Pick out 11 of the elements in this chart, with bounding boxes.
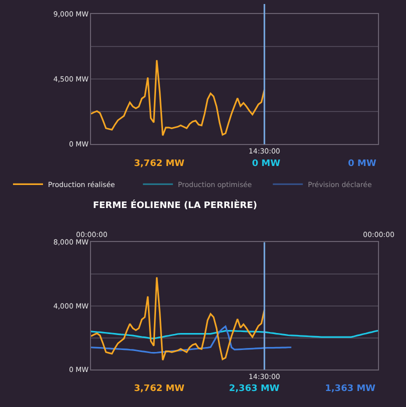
text: 0 MW <box>252 159 280 169</box>
text: 2,363 MW <box>229 384 280 394</box>
line-series <box>91 276 266 361</box>
chart-title: FERME ÉOLIENNE (LA PERRIÈRE) <box>93 199 258 211</box>
text: 3,762 MW <box>134 159 185 169</box>
line-series <box>91 326 292 354</box>
line-series <box>91 330 378 340</box>
text: 0 MW <box>348 159 376 169</box>
text: 3,762 MW <box>134 384 185 394</box>
text: 1,363 MW <box>325 384 376 394</box>
line-series <box>91 59 266 136</box>
